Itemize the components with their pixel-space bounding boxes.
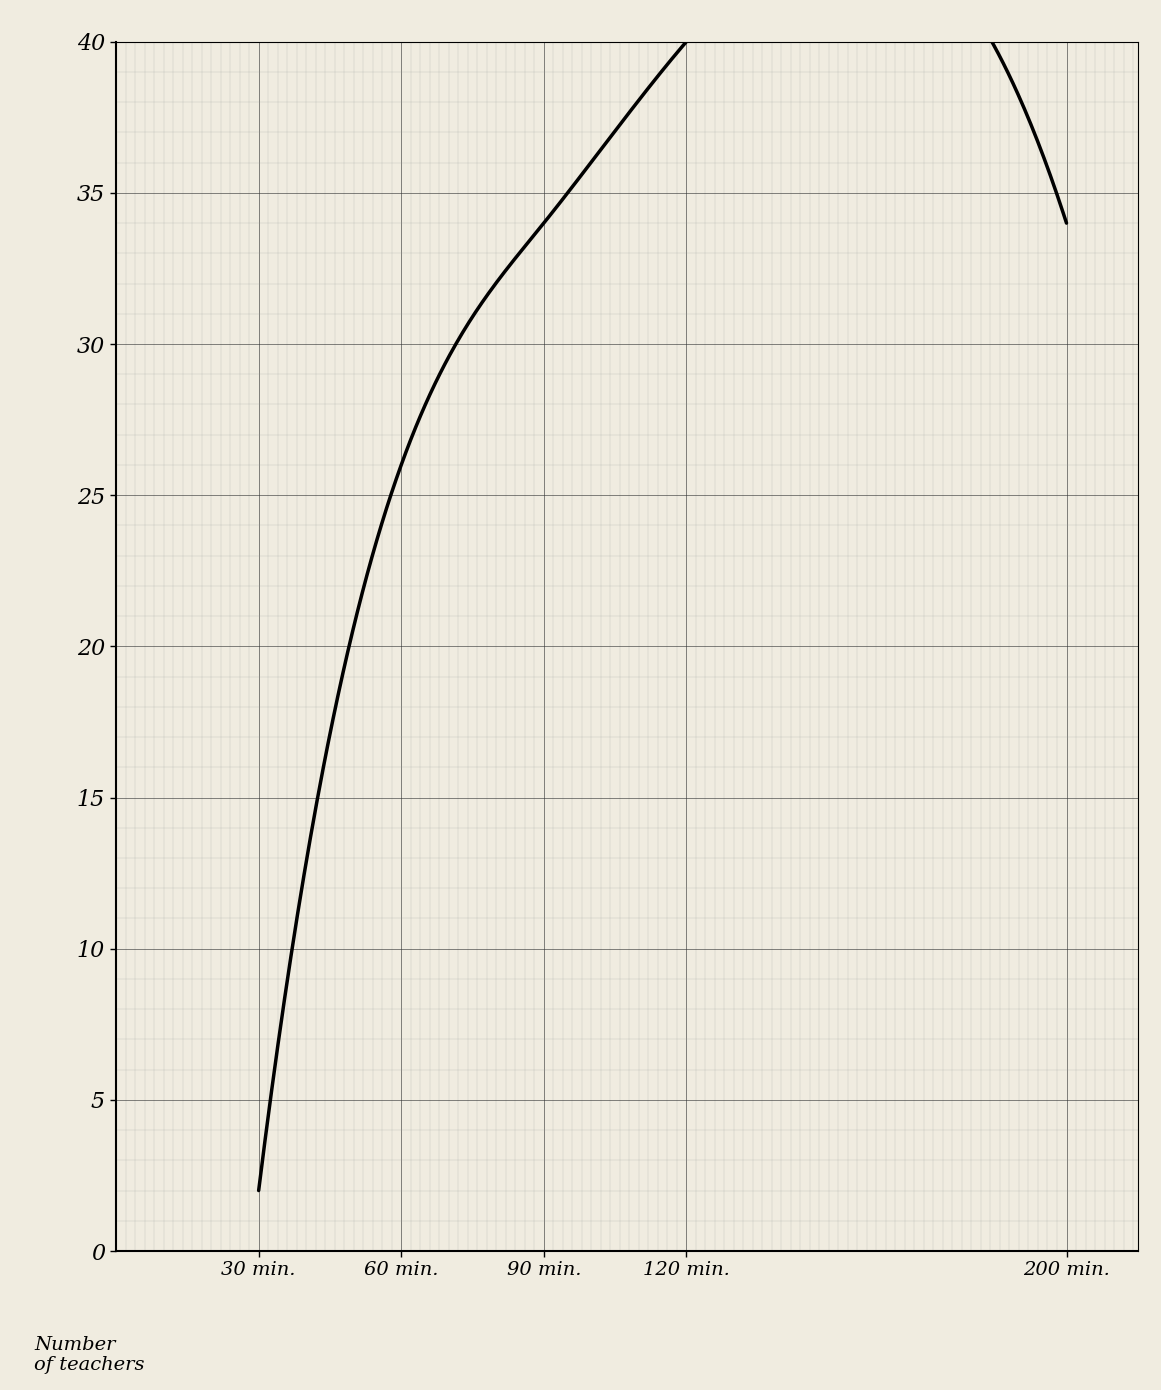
Text: Number
of teachers: Number of teachers	[35, 1336, 145, 1375]
